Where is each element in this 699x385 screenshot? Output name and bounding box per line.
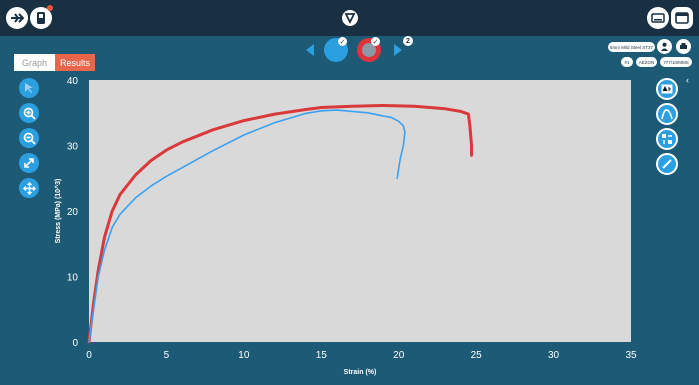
x-tick-label: 20 xyxy=(393,350,405,361)
next-test-arrow[interactable] xyxy=(394,44,402,56)
expand-icon xyxy=(24,158,34,168)
line-style-button[interactable] xyxy=(656,153,678,175)
app-logo xyxy=(340,8,360,28)
labels-icon xyxy=(661,84,673,94)
print-button[interactable] xyxy=(676,39,691,54)
operator-pill[interactable]: AEZON xyxy=(636,57,657,67)
window-button[interactable] xyxy=(671,7,693,29)
plot-area xyxy=(89,80,631,342)
line-icon xyxy=(662,159,672,169)
y-tick-label: 10 xyxy=(67,273,79,284)
curve-fit-button[interactable] xyxy=(656,103,678,125)
test-1-check-icon: ✓ xyxy=(338,37,347,46)
test-2-check-icon: ✓ xyxy=(371,37,380,46)
back-button[interactable] xyxy=(6,7,28,29)
previous-test-arrow[interactable] xyxy=(306,44,314,56)
pan-button[interactable] xyxy=(19,178,39,198)
collapse-panel-icon[interactable]: ‹ xyxy=(686,75,689,85)
zoom-in-button[interactable] xyxy=(19,103,39,123)
axis-settings-button[interactable] xyxy=(656,128,678,150)
x-axis-label: Strain (%) xyxy=(344,369,377,376)
window-icon xyxy=(675,12,689,24)
select-tool-button[interactable] xyxy=(19,78,39,98)
user-icon xyxy=(661,42,668,51)
x-tick-label: 25 xyxy=(471,350,483,361)
x-tick-label: 30 xyxy=(548,350,560,361)
material-pill[interactable]: 5mm Mild Steel ST37 xyxy=(608,42,655,52)
batch-pill[interactable]: 777/10/MMS xyxy=(660,57,692,67)
curve-icon xyxy=(661,109,673,120)
move-icon xyxy=(22,181,36,195)
y-tick-label: 0 xyxy=(72,338,78,349)
y-tick-label: 20 xyxy=(67,207,79,218)
y-axis-label: Stress (MPa) (10^3) xyxy=(54,179,62,244)
print-icon xyxy=(680,43,687,49)
x-tick-label: 0 xyxy=(86,350,92,361)
logo-icon xyxy=(344,13,356,24)
series-line-2 xyxy=(88,109,406,343)
device-button[interactable] xyxy=(30,7,52,29)
keyboard-button[interactable] xyxy=(647,7,669,29)
zoom-out-button[interactable] xyxy=(19,128,39,148)
fit-to-window-button[interactable] xyxy=(19,153,39,173)
plane-icon xyxy=(11,13,24,23)
series-line-1 xyxy=(87,104,473,344)
sample-number-pill[interactable]: #1 xyxy=(621,57,633,67)
device-icon xyxy=(37,12,45,24)
user-button[interactable] xyxy=(657,39,672,54)
y-tick-label: 30 xyxy=(67,142,79,153)
keyboard-icon xyxy=(651,13,665,23)
test-count-badge: 2 xyxy=(403,36,413,46)
x-tick-label: 35 xyxy=(625,350,637,361)
cursor-icon xyxy=(25,83,33,93)
tab-results[interactable]: Results xyxy=(55,54,95,71)
y-tick-label: 40 xyxy=(67,76,79,87)
x-tick-label: 15 xyxy=(316,350,328,361)
zoom-in-icon xyxy=(23,107,36,120)
x-tick-label: 5 xyxy=(164,350,170,361)
zoom-out-icon xyxy=(23,132,36,145)
data-labels-button[interactable] xyxy=(656,78,678,100)
x-tick-label: 10 xyxy=(238,350,250,361)
axes-icon xyxy=(662,134,672,144)
notification-dot-icon xyxy=(47,5,53,11)
tab-graph[interactable]: Graph xyxy=(14,54,55,71)
